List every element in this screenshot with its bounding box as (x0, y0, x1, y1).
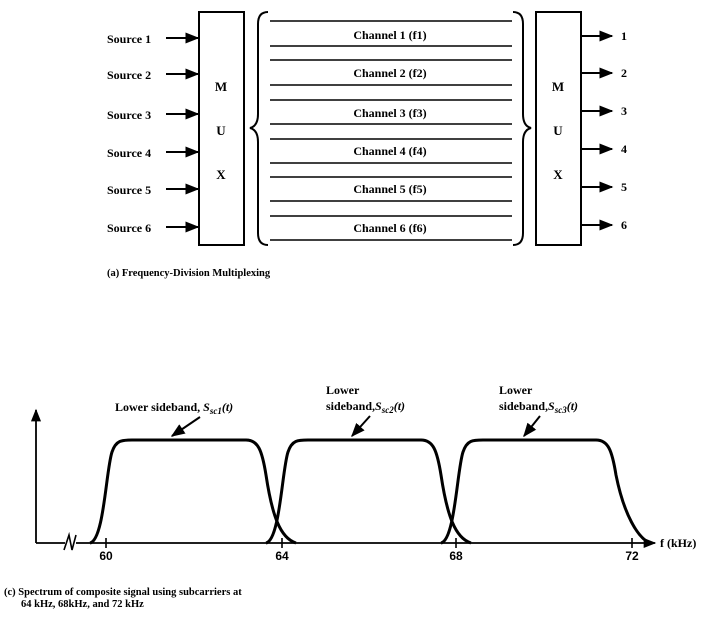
sideband-pointer-2 (351, 415, 371, 438)
mux-box-left (198, 11, 245, 246)
sideband-label-1: Lower sideband, Ssc1(t) (115, 400, 233, 437)
svg-text:sideband,Ssc2(t): sideband,Ssc2(t) (326, 399, 405, 415)
sideband-curve-2 (265, 438, 472, 545)
channel-label-1: Channel 1 (f1) (353, 28, 426, 42)
mux-right-letter-u: U (553, 123, 563, 138)
sideband-label-1-symbol: S (203, 400, 210, 414)
source-label-6: Source 6 (107, 221, 151, 235)
x-tick-label-68: 68 (449, 549, 463, 563)
x-tick-label-64: 64 (275, 549, 289, 563)
sideband-label-1-text: Lower sideband, (115, 400, 203, 414)
sideband-label-1-subscript: sc1 (209, 406, 222, 416)
left-brace (249, 11, 269, 246)
axis-break (63, 531, 77, 551)
svg-text:Lower sideband, Ssc1(t): Lower sideband, Ssc1(t) (115, 400, 233, 416)
output-labels: 1 2 3 4 5 6 (621, 29, 627, 232)
spectrum-caption-line1: (c) Spectrum of composite signal using s… (4, 587, 242, 598)
output-label-3: 3 (621, 104, 627, 118)
sideband-curve-3 (440, 438, 651, 545)
channel-label-2: Channel 2 (f2) (353, 66, 426, 80)
sideband-label-3-arg: (t) (567, 399, 578, 413)
channel-label-6: Channel 6 (f6) (353, 221, 426, 235)
channel-labels: Channel 1 (f1) Channel 2 (f2) Channel 3 … (353, 28, 426, 235)
mux-right-letter-x: X (553, 167, 563, 182)
right-brace (512, 11, 532, 246)
channel-lines (270, 20, 512, 241)
channel-label-4: Channel 4 (f4) (353, 144, 426, 158)
source-label-2: Source 2 (107, 68, 151, 82)
sideband-pointer-3 (523, 415, 541, 438)
sideband-label-2-subscript: sc2 (381, 405, 394, 415)
output-arrows (582, 30, 614, 231)
mux-left-letter-u: U (216, 123, 226, 138)
sideband-label-3-subscript: sc3 (554, 405, 567, 415)
mux-right-letter-m: M (552, 79, 564, 94)
fdm-caption: (a) Frequency-Division Multiplexing (107, 268, 271, 279)
source-label-5: Source 5 (107, 183, 151, 197)
sideband-label-3-symbol: S (548, 399, 555, 413)
sideband-pointer-1 (170, 416, 201, 437)
mux-left-letter-m: M (215, 79, 227, 94)
sideband-label-1-arg: (t) (222, 400, 233, 414)
x-axis-label: f (kHz) (660, 536, 696, 550)
channel-label-5: Channel 5 (f5) (353, 182, 426, 196)
sideband-label-2-symbol: S (375, 399, 382, 413)
output-label-4: 4 (621, 142, 627, 156)
sideband-label-3-text: sideband, (499, 399, 548, 413)
output-label-1: 1 (621, 29, 627, 43)
input-arrows (166, 32, 200, 233)
source-label-1: Source 1 (107, 32, 151, 46)
sideband-label-2-text: sideband, (326, 399, 375, 413)
spectrum-diagram: 60 64 68 72 f (kHz) Lower sideband, Ssc1… (4, 383, 696, 610)
sideband-label-2: Lower sideband,Ssc2(t) (326, 383, 405, 438)
sideband-curves (89, 438, 651, 545)
sideband-label-3: Lower sideband,Ssc3(t) (499, 383, 578, 438)
x-tick-labels: 60 64 68 72 (99, 549, 639, 563)
svg-text:sideband,Ssc3(t): sideband,Ssc3(t) (499, 399, 578, 415)
source-label-3: Source 3 (107, 108, 151, 122)
source-labels: Source 1 Source 2 Source 3 Source 4 Sour… (107, 32, 151, 235)
fdm-diagram: Source 1 Source 2 Source 3 Source 4 Sour… (107, 11, 627, 279)
output-label-5: 5 (621, 180, 627, 194)
source-label-4: Source 4 (107, 146, 151, 160)
x-tick-label-72: 72 (625, 549, 639, 563)
mux-box-right (535, 11, 582, 246)
spectrum-caption-line2: 64 kHz, 68kHz, and 72 kHz (21, 599, 144, 610)
mux-left-letter-x: X (216, 167, 226, 182)
x-tick-label-60: 60 (99, 549, 113, 563)
x-ticks (105, 538, 633, 548)
channel-label-3: Channel 3 (f3) (353, 106, 426, 120)
sideband-label-2-arg: (t) (394, 399, 405, 413)
sideband-label-2-line1: Lower (326, 383, 360, 397)
sideband-curve-1 (89, 438, 297, 545)
output-label-6: 6 (621, 218, 627, 232)
sideband-label-3-line1: Lower (499, 383, 533, 397)
output-label-2: 2 (621, 66, 627, 80)
